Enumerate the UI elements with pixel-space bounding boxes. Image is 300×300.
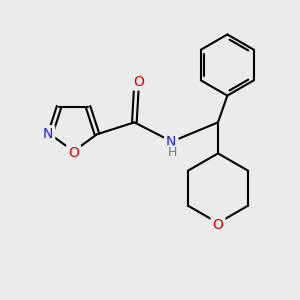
Text: N: N (166, 135, 176, 149)
Text: N: N (43, 127, 53, 141)
Text: O: O (213, 218, 224, 232)
Text: O: O (133, 75, 144, 88)
Text: O: O (68, 146, 79, 161)
Text: H: H (168, 146, 177, 159)
